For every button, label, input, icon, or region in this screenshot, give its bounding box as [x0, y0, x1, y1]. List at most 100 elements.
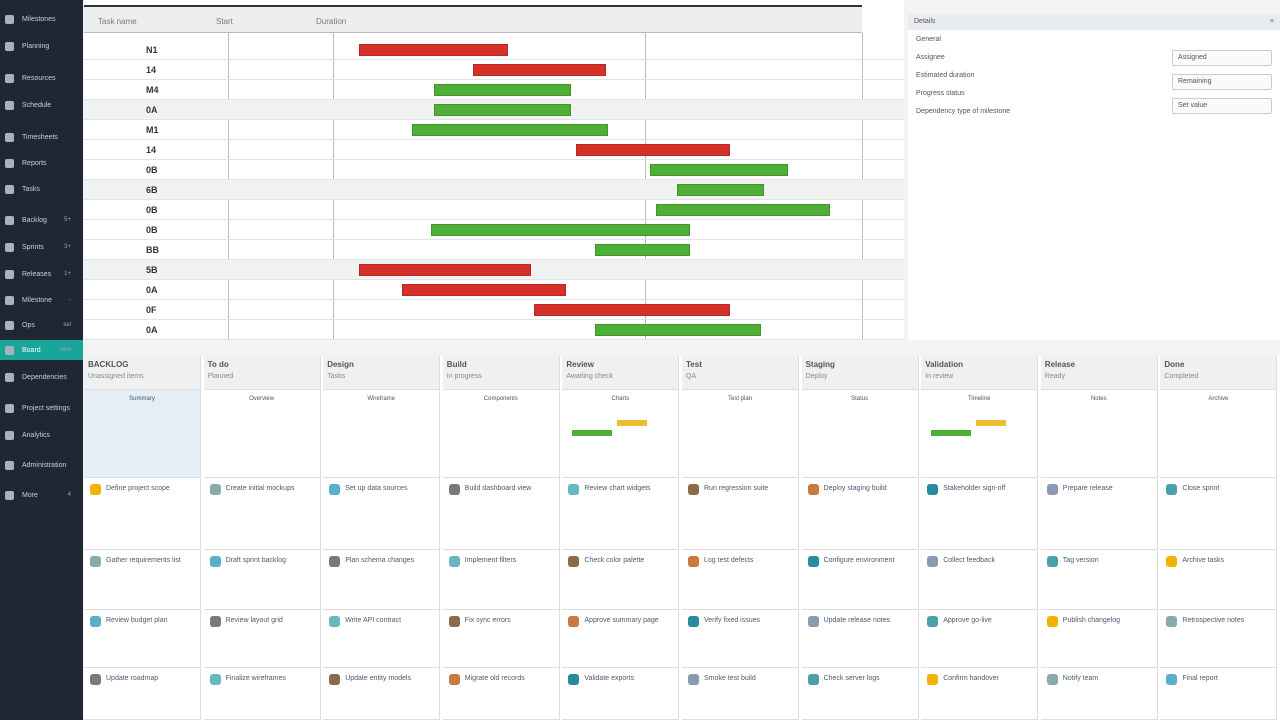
task-bar[interactable]: [433, 104, 572, 116]
gantt-row[interactable]: 6B: [84, 180, 904, 200]
task-card[interactable]: Review chart widgets: [562, 478, 680, 550]
task-card[interactable]: Set up data sources: [323, 478, 441, 550]
task-card[interactable]: Smoke test build: [682, 668, 799, 720]
sidebar-item[interactable]: Reports: [0, 153, 83, 173]
task-bar[interactable]: [401, 284, 566, 296]
task-bar[interactable]: [655, 204, 831, 216]
task-card[interactable]: Fix sync errors: [442, 610, 560, 668]
task-card[interactable]: Define project scope: [84, 478, 201, 550]
gantt-row[interactable]: 0A: [84, 280, 904, 300]
task-bar[interactable]: [359, 44, 508, 56]
sidebar-item[interactable]: Tasks: [0, 179, 83, 199]
sidebar-item[interactable]: More 4: [0, 485, 83, 505]
header-start[interactable]: Start: [216, 17, 233, 26]
column-header[interactable]: Done Completed: [1160, 356, 1277, 390]
column-header[interactable]: Build In progress: [442, 356, 559, 390]
gantt-row[interactable]: 0F: [84, 300, 904, 320]
sidebar-item[interactable]: Planning: [0, 36, 83, 56]
task-card[interactable]: Draft sprint backlog: [203, 550, 321, 610]
task-card[interactable]: Configure environment: [801, 550, 919, 610]
gantt-row[interactable]: 0B: [84, 160, 904, 180]
sidebar-item[interactable]: Analytics: [0, 425, 83, 445]
column-header[interactable]: Review Awaiting check: [562, 356, 679, 390]
sidebar-item[interactable]: Backlog 5+: [0, 210, 83, 230]
column-header[interactable]: Test QA: [682, 356, 798, 390]
sidebar-item[interactable]: Ops sel: [0, 315, 83, 335]
task-card[interactable]: Update roadmap: [84, 668, 201, 720]
gantt-row[interactable]: M1: [84, 120, 904, 140]
task-card[interactable]: Validate exports: [562, 668, 680, 720]
task-card[interactable]: Notify team: [1040, 668, 1158, 720]
sidebar-item[interactable]: Dependencies: [0, 367, 83, 387]
column-preview[interactable]: Notes: [1040, 390, 1157, 478]
column-preview[interactable]: Components: [442, 390, 559, 478]
task-card[interactable]: Deploy staging build: [801, 478, 919, 550]
task-card[interactable]: Check color palette: [562, 550, 680, 610]
task-card[interactable]: Review budget plan: [84, 610, 201, 668]
task-card[interactable]: Collect feedback: [921, 550, 1039, 610]
gantt-row[interactable]: 14: [84, 140, 904, 160]
close-icon[interactable]: ×: [1269, 18, 1274, 25]
task-card[interactable]: Confirm handover: [921, 668, 1039, 720]
task-bar[interactable]: [433, 84, 572, 96]
task-card[interactable]: Finalize wireframes: [203, 668, 321, 720]
column-header[interactable]: To do Planned: [203, 356, 320, 390]
column-header[interactable]: BACKLOG Unassigned items: [84, 356, 200, 390]
task-card[interactable]: Plan schema changes: [323, 550, 441, 610]
task-bar[interactable]: [430, 224, 691, 236]
task-card[interactable]: Update release notes: [801, 610, 919, 668]
gantt-row[interactable]: M4: [84, 80, 904, 100]
task-card[interactable]: Gather requirements list: [84, 550, 201, 610]
column-preview[interactable]: Charts: [562, 390, 679, 478]
task-bar[interactable]: [359, 264, 532, 276]
column-header[interactable]: Release Ready: [1040, 356, 1157, 390]
gantt-row[interactable]: 0A: [84, 320, 904, 340]
task-card[interactable]: Log test defects: [682, 550, 799, 610]
property-field[interactable]: Assigned: [1172, 50, 1272, 66]
task-bar[interactable]: [412, 124, 609, 136]
task-card[interactable]: Review layout grid: [203, 610, 321, 668]
task-bar[interactable]: [534, 304, 730, 316]
task-card[interactable]: Create initial mockups: [203, 478, 321, 550]
sidebar-item[interactable]: Sprints 3+: [0, 237, 83, 257]
column-header[interactable]: Design Tasks: [323, 356, 440, 390]
sidebar-item[interactable]: Board new: [0, 340, 83, 360]
column-preview[interactable]: Status: [801, 390, 918, 478]
gantt-row[interactable]: N1: [84, 40, 904, 60]
property-field[interactable]: Set value: [1172, 98, 1272, 114]
task-card[interactable]: Run regression suite: [682, 478, 799, 550]
sidebar-item[interactable]: Timesheets: [0, 127, 83, 147]
header-duration[interactable]: Duration: [316, 17, 347, 26]
task-card[interactable]: Migrate old records: [442, 668, 560, 720]
task-card[interactable]: Close sprint: [1160, 478, 1278, 550]
task-bar[interactable]: [594, 324, 762, 336]
column-preview[interactable]: Summary: [84, 390, 200, 478]
task-bar[interactable]: [576, 144, 730, 156]
column-preview[interactable]: Test plan: [682, 390, 798, 478]
task-card[interactable]: Archive tasks: [1160, 550, 1278, 610]
task-card[interactable]: Final report: [1160, 668, 1278, 720]
task-card[interactable]: Update entity models: [323, 668, 441, 720]
task-card[interactable]: Approve summary page: [562, 610, 680, 668]
sidebar-item[interactable]: Administration: [0, 455, 83, 475]
task-card[interactable]: Retrospective notes: [1160, 610, 1278, 668]
task-card[interactable]: Implement filters: [442, 550, 560, 610]
sidebar-item[interactable]: Resources: [0, 68, 83, 88]
column-header[interactable]: Validation In review: [921, 356, 1038, 390]
column-preview[interactable]: Archive: [1160, 390, 1277, 478]
property-field[interactable]: Remaining: [1172, 74, 1272, 90]
task-card[interactable]: Prepare release: [1040, 478, 1158, 550]
gantt-row[interactable]: 14: [84, 60, 904, 80]
task-bar[interactable]: [594, 244, 691, 256]
sidebar-item[interactable]: Releases 1+: [0, 264, 83, 284]
task-bar[interactable]: [473, 64, 606, 76]
task-card[interactable]: Write API contract: [323, 610, 441, 668]
gantt-row[interactable]: 0B: [84, 200, 904, 220]
gantt-row[interactable]: BB: [84, 240, 904, 260]
task-card[interactable]: Approve go-live: [921, 610, 1039, 668]
task-bar[interactable]: [676, 184, 765, 196]
column-preview[interactable]: Overview: [203, 390, 320, 478]
header-task-name[interactable]: Task name: [98, 17, 137, 26]
task-card[interactable]: Verify fixed issues: [682, 610, 799, 668]
sidebar-item[interactable]: Milestone -: [0, 290, 83, 310]
